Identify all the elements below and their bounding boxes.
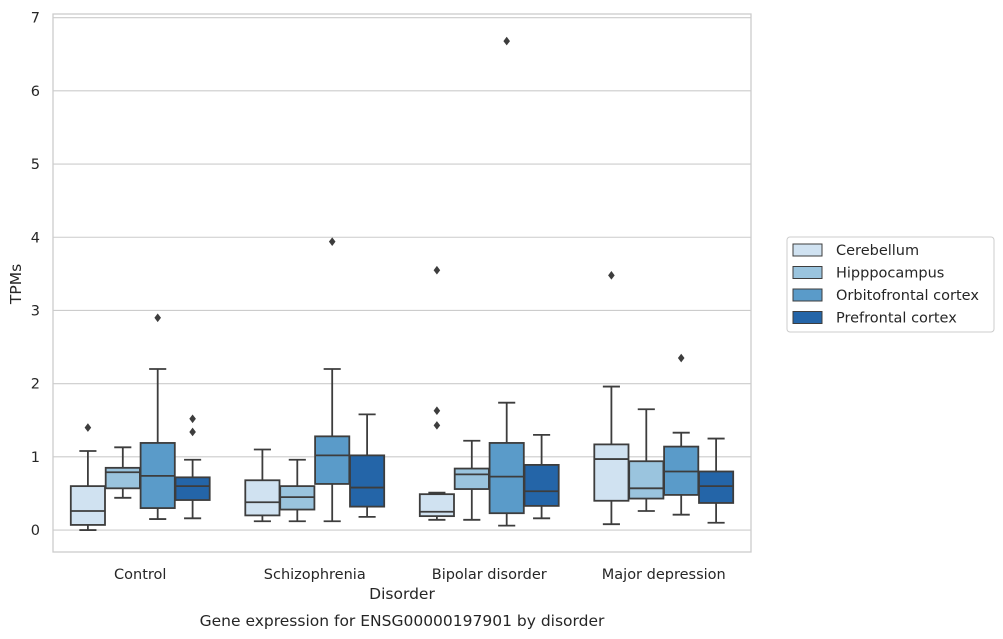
legend-item-hipppocampus: Hipppocampus <box>792 266 944 282</box>
y-tick-label-2: 2 <box>31 377 40 393</box>
box-prefrontal-cortex-schizophrenia <box>349 413 386 518</box>
box-prefrontal-cortex-control <box>174 414 211 520</box>
box-orbitofrontal-cortex-major-depression <box>663 353 700 516</box>
y-tick-label-1: 1 <box>31 450 40 466</box>
legend-swatch <box>792 266 823 279</box>
box-orbitofrontal-cortex-schizophrenia <box>314 237 351 523</box>
outlier-point <box>503 36 510 46</box>
x-tick-label-bipolar-disorder: Bipolar disorder <box>432 567 547 583</box>
legend-swatch <box>792 288 823 302</box>
legend-item-cerebellum: Cerebellum <box>792 243 919 259</box>
outlier-point <box>677 353 685 363</box>
box-iqr <box>698 470 735 504</box>
box-iqr <box>69 485 106 526</box>
y-tick-label-3: 3 <box>31 303 40 319</box>
boxes <box>69 36 735 531</box>
x-axis-label: Disorder <box>369 585 435 603</box>
legend-frame <box>786 236 995 333</box>
box-cerebellum-control <box>69 423 106 531</box>
box-prefrontal-cortex-major-depression <box>698 437 735 524</box>
x-tick-label-major-depression: Major depression <box>602 567 726 583</box>
y-tick-label-7: 7 <box>31 11 40 27</box>
x-tick-label-schizophrenia: Schizophrenia <box>264 567 366 583</box>
box-iqr <box>314 435 351 485</box>
box-hipppocampus-bipolar-disorder <box>453 439 490 521</box>
box-cerebellum-schizophrenia <box>244 448 281 523</box>
box-iqr <box>628 460 665 500</box>
outlier-point <box>608 271 615 280</box>
legend-item-orbitofrontal-cortex: Orbitofrontal cortex <box>792 288 979 304</box>
box-orbitofrontal-cortex-bipolar-disorder <box>488 36 525 527</box>
plot-frame <box>52 13 752 553</box>
box-hipppocampus-control <box>104 446 141 499</box>
box-prefrontal-cortex-bipolar-disorder <box>523 433 560 520</box>
y-tick-label-4: 4 <box>31 230 40 246</box>
y-tick-label-6: 6 <box>31 84 40 100</box>
outlier-point <box>328 237 336 246</box>
legend-label: Cerebellum <box>836 243 919 259</box>
box-cerebellum-major-depression <box>593 271 630 526</box>
outlier-point <box>433 421 441 430</box>
box-iqr <box>244 479 281 517</box>
outlier-point <box>189 427 196 437</box>
legend-swatch <box>792 311 823 324</box>
outlier-point <box>84 423 92 432</box>
outlier-point <box>154 313 161 323</box>
box-orbitofrontal-cortex-control <box>139 313 176 520</box>
box-iqr <box>593 443 630 502</box>
legend-label: Orbitofrontal cortex <box>836 288 979 304</box>
box-iqr <box>488 442 525 515</box>
legend-label: Prefrontal cortex <box>836 311 957 327</box>
y-tick-label-5: 5 <box>31 157 40 173</box>
outlier-point <box>433 265 441 275</box>
y-tick-label-0: 0 <box>31 523 40 539</box>
outlier-point <box>433 406 441 416</box>
box-cerebellum-bipolar-disorder <box>418 265 455 521</box>
x-tick-label-control: Control <box>114 567 166 583</box>
box-hipppocampus-schizophrenia <box>279 458 316 523</box>
y-tick-labels: 0 1 2 3 4 5 6 7 <box>31 11 40 539</box>
box-iqr <box>104 466 141 490</box>
legend-label: Hipppocampus <box>836 266 944 282</box>
box-iqr <box>418 493 455 518</box>
box-iqr <box>523 463 560 507</box>
box-iqr <box>174 476 211 501</box>
legend-swatch <box>792 243 823 257</box>
box-hipppocampus-major-depression <box>628 408 665 512</box>
y-axis-label: TPMs <box>7 264 25 305</box>
x-tick-labels: Control Schizophrenia Bipolar disorder Majo… <box>114 567 726 583</box>
box-iqr <box>349 454 386 508</box>
box-iqr <box>453 467 490 490</box>
legend: Cerebellum Hipppocampus Orbitofrontal cort… <box>786 236 995 333</box>
chart-caption: Gene expression for ENSG00000197901 by d… <box>200 612 605 630</box>
legend-item-prefrontal-cortex: Prefrontal cortex <box>792 311 957 327</box>
outlier-point <box>189 414 196 424</box>
